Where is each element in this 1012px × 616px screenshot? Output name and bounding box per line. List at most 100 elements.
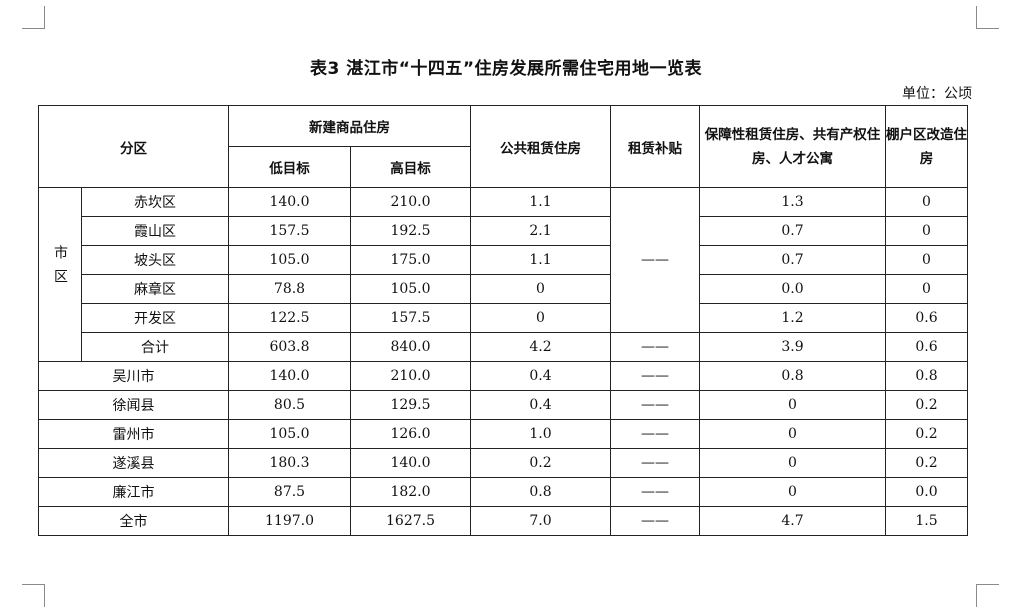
cell-high: 210.0	[350, 361, 471, 391]
cell-low: 122.5	[228, 303, 351, 333]
table-title: 表3 湛江市“十四五”住房发展所需住宅用地一览表	[309, 59, 703, 79]
header-row-1: 分区 新建商品住房 公共租赁住房 租赁补贴 保障性租赁住房、共有产权住房、人才公…	[38, 105, 968, 188]
cell-high: 192.5	[350, 216, 471, 246]
cell-public: 0	[470, 274, 611, 304]
cell-shanty: 0.6	[885, 332, 968, 362]
cell-public: 1.1	[470, 187, 611, 217]
table-row: 坡头区 105.0 175.0 1.1 0.7 0	[39, 245, 968, 275]
cell-low: 105.0	[228, 245, 351, 275]
header-low-target: 低目标	[228, 146, 351, 188]
crop-mark-bottom-right	[976, 584, 999, 607]
cell-subsidy: ——	[610, 419, 700, 449]
cell-name: 霞山区	[81, 216, 229, 246]
city-area-label: 市区	[38, 187, 82, 362]
cell-subsidy: ——	[610, 361, 700, 391]
crop-mark-bottom-left	[22, 584, 45, 607]
cell-shanty: 0.2	[885, 448, 968, 478]
table-row: 霞山区 157.5 192.5 2.1 0.7 0	[39, 216, 968, 246]
cell-shanty: 0.8	[885, 361, 968, 391]
cell-shanty: 1.5	[885, 506, 968, 536]
cell-guaranteed: 0.8	[699, 361, 886, 391]
cell-name: 遂溪县	[38, 448, 229, 478]
cell-guaranteed: 1.2	[699, 303, 886, 333]
table-row: 廉江市 87.5 182.0 0.8 —— 0 0.0	[38, 477, 968, 507]
table-row: 遂溪县 180.3 140.0 0.2 —— 0 0.2	[38, 448, 968, 478]
cell-low: 78.8	[228, 274, 351, 304]
header-guaranteed: 保障性租赁住房、共有产权住房、人才公寓	[699, 105, 886, 188]
cell-public: 0.4	[470, 361, 611, 391]
cell-public: 0.4	[470, 390, 611, 420]
cell-high: 182.0	[350, 477, 471, 507]
cell-name: 坡头区	[81, 245, 229, 275]
cell-high: 210.0	[350, 187, 471, 217]
cell-subsidy-merged: ——	[610, 187, 700, 333]
cell-guaranteed: 0.7	[699, 245, 886, 275]
cell-high: 126.0	[350, 419, 471, 449]
crop-mark-top-right	[976, 6, 999, 29]
table-row: 市区 赤坎区 140.0 210.0 1.1 —— 1.3 0	[38, 187, 968, 362]
cell-name: 开发区	[81, 303, 229, 333]
cell-guaranteed: 0	[699, 419, 886, 449]
table-row: 麻章区 78.8 105.0 0 0.0 0	[39, 274, 968, 304]
crop-mark-top-left	[22, 6, 45, 29]
cell-name: 全市	[38, 506, 229, 536]
cell-name: 麻章区	[81, 274, 229, 304]
cell-low: 105.0	[228, 419, 351, 449]
subtotal-row: 合计 603.8 840.0 4.2 —— 3.9 0.6	[39, 332, 968, 362]
cell-shanty: 0	[885, 274, 968, 304]
cell-guaranteed: 0.0	[699, 274, 886, 304]
cell-guaranteed: 0	[699, 477, 886, 507]
cell-low: 140.0	[228, 187, 351, 217]
cell-subsidy: ——	[610, 332, 700, 362]
cell-high: 175.0	[350, 245, 471, 275]
table-row: 开发区 122.5 157.5 0 1.2 0.6	[39, 303, 968, 333]
total-row: 全市 1197.0 1627.5 7.0 —— 4.7 1.5	[38, 506, 968, 536]
cell-name: 廉江市	[38, 477, 229, 507]
cell-public: 0.8	[470, 477, 611, 507]
cell-high: 140.0	[350, 448, 471, 478]
header-high-target: 高目标	[350, 146, 471, 188]
cell-shanty: 0	[885, 245, 968, 275]
cell-shanty: 0	[885, 216, 968, 246]
cell-subsidy: ——	[610, 390, 700, 420]
cell-high: 1627.5	[350, 506, 471, 536]
cell-name: 吴川市	[38, 361, 229, 391]
cell-public: 0	[470, 303, 611, 333]
cell-shanty: 0.6	[885, 303, 968, 333]
cell-name: 合计	[81, 332, 229, 362]
header-public-rental: 公共租赁住房	[470, 105, 611, 188]
cell-name: 徐闻县	[38, 390, 229, 420]
cell-public: 2.1	[470, 216, 611, 246]
cell-shanty: 0	[885, 187, 968, 217]
table-row: 吴川市 140.0 210.0 0.4 —— 0.8 0.8	[38, 361, 968, 391]
cell-high: 157.5	[350, 303, 471, 333]
header-shantytown: 棚户区改造住房	[885, 105, 968, 188]
cell-guaranteed: 0	[699, 448, 886, 478]
cell-public: 4.2	[470, 332, 611, 362]
cell-guaranteed: 3.9	[699, 332, 886, 362]
cell-low: 1197.0	[228, 506, 351, 536]
cell-public: 1.1	[470, 245, 611, 275]
cell-name: 雷州市	[38, 419, 229, 449]
cell-guaranteed: 4.7	[699, 506, 886, 536]
unit-label: 单位：公顷	[902, 86, 972, 102]
cell-high: 840.0	[350, 332, 471, 362]
cell-subsidy: ——	[610, 477, 700, 507]
cell-low: 157.5	[228, 216, 351, 246]
cell-low: 140.0	[228, 361, 351, 391]
cell-shanty: 0.2	[885, 390, 968, 420]
header-row-2: 低目标 高目标	[39, 146, 968, 188]
cell-low: 87.5	[228, 477, 351, 507]
cell-high: 105.0	[350, 274, 471, 304]
cell-low: 80.5	[228, 390, 351, 420]
table-row: 雷州市 105.0 126.0 1.0 —— 0 0.2	[38, 419, 968, 449]
cell-shanty: 0.0	[885, 477, 968, 507]
header-district: 分区	[38, 105, 229, 188]
table-row: 徐闻县 80.5 129.5 0.4 —— 0 0.2	[38, 390, 968, 420]
cell-low: 180.3	[228, 448, 351, 478]
cell-low: 603.8	[228, 332, 351, 362]
cell-subsidy: ——	[610, 448, 700, 478]
land-use-table: 分区 新建商品住房 公共租赁住房 租赁补贴 保障性租赁住房、共有产权住房、人才公…	[38, 105, 968, 536]
cell-public: 7.0	[470, 506, 611, 536]
cell-guaranteed: 1.3	[699, 187, 886, 217]
